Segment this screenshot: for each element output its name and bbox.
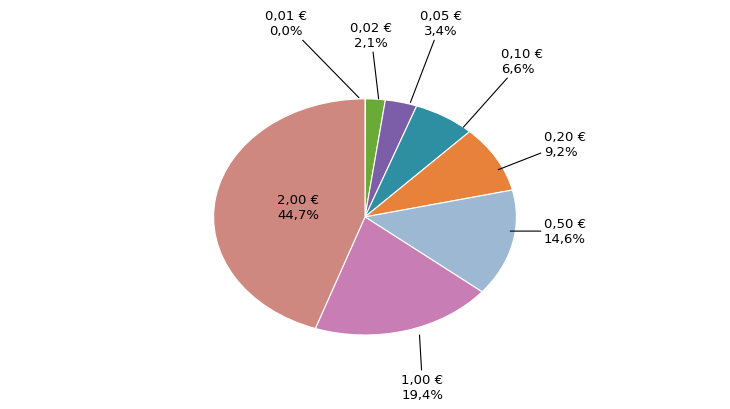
Wedge shape [365, 100, 385, 218]
Text: 0,01 €
0,0%: 0,01 € 0,0% [265, 10, 359, 99]
Text: 0,05 €
3,4%: 0,05 € 3,4% [410, 10, 462, 103]
Text: 0,50 €
14,6%: 0,50 € 14,6% [510, 218, 585, 245]
Wedge shape [365, 191, 516, 292]
Wedge shape [365, 107, 469, 218]
Wedge shape [365, 132, 512, 218]
Text: 0,10 €
6,6%: 0,10 € 6,6% [464, 48, 543, 128]
Text: 0,20 €
9,2%: 0,20 € 9,2% [498, 130, 585, 170]
Text: 2,00 €
44,7%: 2,00 € 44,7% [277, 194, 319, 222]
Text: 0,02 €
2,1%: 0,02 € 2,1% [350, 22, 392, 100]
Wedge shape [214, 100, 365, 329]
Text: 1,00 €
19,4%: 1,00 € 19,4% [402, 335, 444, 401]
Wedge shape [315, 218, 482, 335]
Wedge shape [365, 101, 417, 218]
